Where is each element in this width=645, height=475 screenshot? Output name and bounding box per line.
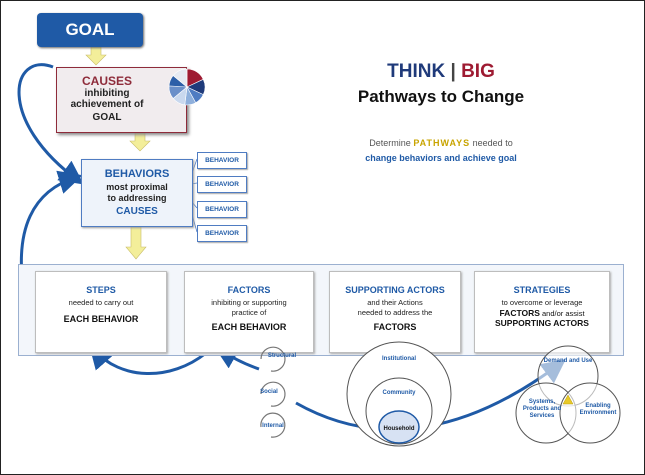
causes-box: CAUSES inhibiting achievement of GOAL bbox=[56, 67, 206, 133]
headline: THINK | BIG bbox=[341, 61, 541, 83]
description-pre: Determine bbox=[369, 138, 414, 148]
cycle-social: Social bbox=[260, 389, 278, 395]
behaviors-causes: CAUSES bbox=[116, 206, 158, 217]
factors-bold: EACH BEHAVIOR bbox=[211, 322, 287, 332]
supporting-actors-desc: and their Actions needed to address the bbox=[330, 298, 460, 318]
steps-desc: needed to carry out bbox=[68, 298, 134, 307]
causes-goal: GOAL bbox=[92, 112, 122, 123]
strategies-mid: and/or assist bbox=[539, 309, 585, 318]
causes-desc: inhibiting achievement of bbox=[57, 88, 157, 110]
headline-think: THINK bbox=[387, 61, 446, 82]
venn-demand: Demand and Use bbox=[543, 358, 593, 364]
strategies-bold: FACTORS and/or assist SUPPORTING ACTORS bbox=[475, 308, 609, 328]
pie-slice bbox=[172, 68, 188, 88]
causes-line2: achievement of bbox=[70, 99, 144, 110]
strategies-panel: STRATEGIES to overcome or leverage FACTO… bbox=[474, 271, 610, 353]
behaviors-desc: most proximal to addressing bbox=[82, 182, 192, 204]
cycle-structural: Structural bbox=[267, 353, 297, 359]
behavior-tag: BEHAVIOR bbox=[197, 176, 247, 193]
circle-household: Household bbox=[383, 426, 415, 432]
down-arrows bbox=[85, 46, 151, 260]
factors-desc: inhibiting or supporting practice of bbox=[185, 298, 313, 318]
description-post: needed to bbox=[470, 138, 513, 148]
behaviors-line1: most proximal bbox=[106, 182, 168, 192]
causes-title: CAUSES bbox=[81, 74, 132, 88]
description-line1: Determine PATHWAYS needed to bbox=[331, 138, 551, 148]
strategies-bold2: SUPPORTING ACTORS bbox=[495, 318, 589, 328]
steps-bold: EACH BEHAVIOR bbox=[63, 314, 139, 324]
steps-panel: STEPS needed to carry out EACH BEHAVIOR bbox=[35, 271, 167, 353]
venn-systems: Systems, Products and Services bbox=[522, 399, 562, 419]
behaviors-box: BEHAVIORS most proximal to addressing CA… bbox=[81, 159, 193, 227]
headline-big: BIG bbox=[461, 61, 495, 82]
description-line2: change behaviors and achieve goal bbox=[365, 153, 517, 163]
behavior-tag: BEHAVIOR bbox=[197, 201, 247, 218]
causes-line1: inhibiting bbox=[84, 88, 130, 99]
supporting-actors-line1: and their Actions bbox=[367, 298, 423, 307]
actor-circles-icon bbox=[346, 341, 452, 447]
venn-environment: Enabling Environment bbox=[579, 403, 617, 416]
strategies-bold1: FACTORS bbox=[499, 308, 540, 318]
factors-title: FACTORS bbox=[227, 285, 271, 295]
supporting-actors-bold: FACTORS bbox=[373, 322, 417, 332]
factors-line2: practice of bbox=[231, 308, 267, 317]
headline-subtitle: Pathways to Change bbox=[357, 87, 525, 106]
behaviors-line2: to addressing bbox=[107, 193, 167, 203]
description-highlight: PATHWAYS bbox=[413, 138, 471, 148]
goal-label: GOAL bbox=[65, 20, 115, 39]
supporting-actors-line2: needed to address the bbox=[357, 308, 433, 317]
supporting-actors-title: SUPPORTING ACTORS bbox=[345, 285, 445, 295]
factor-cycle-icon bbox=[260, 346, 286, 438]
steps-title: STEPS bbox=[86, 285, 116, 295]
goal-box: GOAL bbox=[37, 13, 143, 47]
strategy-venn-icon bbox=[515, 345, 621, 444]
strategies-desc: to overcome or leverage bbox=[501, 298, 583, 307]
behavior-tag: BEHAVIOR bbox=[197, 152, 247, 169]
factors-panel: FACTORS inhibiting or supporting practic… bbox=[184, 271, 314, 353]
circle-community: Community bbox=[382, 390, 416, 396]
headline-sep: | bbox=[445, 61, 462, 82]
behavior-tag: BEHAVIOR bbox=[197, 225, 247, 242]
behaviors-title: BEHAVIORS bbox=[104, 168, 170, 180]
circle-institutional: Institutional bbox=[382, 356, 416, 362]
supporting-actors-panel: SUPPORTING ACTORS and their Actions need… bbox=[329, 271, 461, 353]
strategies-title: STRATEGIES bbox=[513, 285, 571, 295]
factors-line1: inhibiting or supporting bbox=[211, 298, 287, 307]
causes-pie-icon bbox=[168, 68, 206, 106]
cycle-internal: Internal bbox=[262, 423, 284, 429]
